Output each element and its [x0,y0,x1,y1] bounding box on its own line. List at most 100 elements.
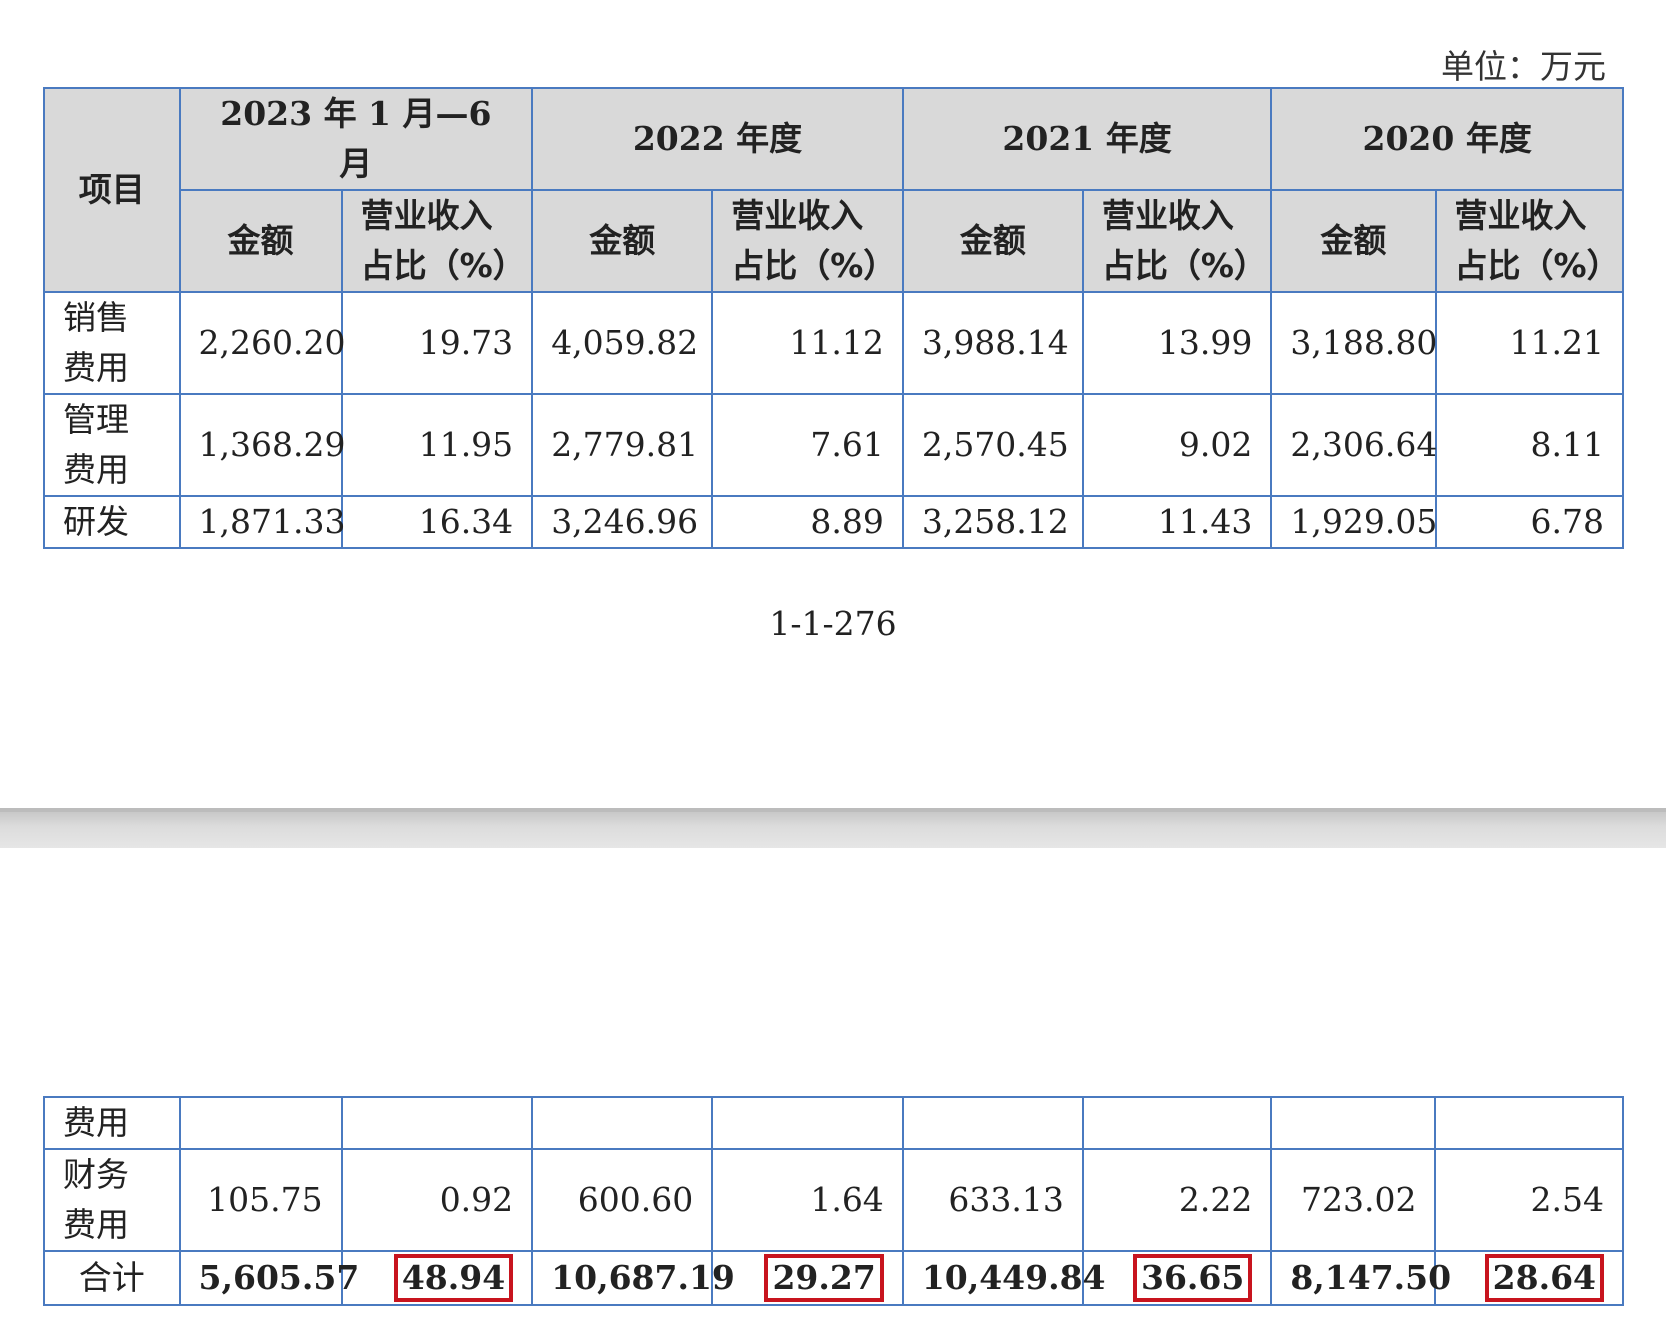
ratio-cell: 2.22 [1081,1148,1273,1252]
total-ratio-cell: 29.27 [711,1250,904,1306]
highlight-box: 29.27 [764,1254,884,1302]
highlight-box: 28.64 [1484,1254,1604,1302]
ratio-line1: 营业收入 [1101,196,1234,235]
header-subrow: 金额 营业收入占比（%） 金额 营业收入占比（%） 金额 营业收入占比（%） 金… [44,189,1624,293]
ratio-line2: 占比（%） [731,246,897,285]
ratio-cell: 8.11 [1434,393,1624,497]
ratio-cell: 8.89 [711,495,904,549]
amount-cell: 1,368.29 [178,393,346,497]
ratio-cell: 13.99 [1081,291,1273,395]
ratio-line2: 占比（%） [1101,246,1267,285]
table-row: 研发 1,871.33 16.34 3,246.96 8.89 3,258.12 11.43… [43,495,1624,549]
ratio-line2: 占比（%） [360,246,526,285]
total-label: 合计 [43,1250,181,1306]
row-label-line1: 财务 [63,1155,129,1194]
ratio-cell: 7.61 [711,393,904,497]
amount-cell: 1,871.33 [178,495,346,549]
amount-cell: 2,779.81 [531,393,714,497]
ratio-line2: 占比（%） [1454,246,1620,285]
row-label-line2: 费用 [63,1205,129,1244]
header-ratio: 营业收入占比（%） [711,189,904,293]
row-label: 销售 费用 [43,291,181,395]
amount-cell: 600.60 [531,1148,714,1252]
row-label-line1: 管理 [63,400,129,439]
ratio-cell: 11.21 [1434,291,1624,395]
table-row: 销售 费用 2,260.20 19.73 4,059.82 11.12 3,988.14 13… [43,291,1624,395]
page-break [0,812,1666,848]
row-label: 财务 费用 [43,1148,181,1252]
ratio-cell: 11.43 [1081,495,1273,549]
ratio-cell: 11.95 [340,393,534,497]
amount-cell: 633.13 [901,1148,1084,1252]
ratio-cell [1434,1096,1624,1150]
header-amount: 金额 [901,189,1084,293]
total-ratio-cell: 36.65 [1081,1250,1273,1306]
header-amount: 金额 [178,189,343,293]
ratio-line1: 营业收入 [360,196,493,235]
ratio-cell: 6.78 [1434,495,1624,549]
amount-cell: 2,260.20 [178,291,346,395]
amount-cell: 1,929.05 [1270,495,1437,549]
ratio-cell: 9.02 [1081,393,1273,497]
header-amount: 金额 [531,189,714,293]
table-row: 费用 [43,1096,1624,1150]
header-ratio: 营业收入占比（%） [340,189,534,293]
expense-table-part2: 费用 财务 费用 105.75 0.92 600.60 1.64 633.13 2.22 723.… [43,1096,1624,1306]
total-row: 合计 5,605.57 48.94 10,687.19 29.27 10,449.84 36… [43,1250,1624,1306]
row-label-line1: 销售 [63,298,129,337]
ratio-cell [340,1096,534,1150]
header-period-2020: 2020 年度 [1270,87,1624,191]
amount-cell: 723.02 [1270,1148,1437,1252]
row-label-line2: 费用 [63,348,129,387]
ratio-cell: 19.73 [340,291,534,395]
ratio-line1: 营业收入 [731,196,864,235]
ratio-cell: 2.54 [1434,1148,1624,1252]
amount-cell [178,1096,343,1150]
ratio-cell: 1.64 [711,1148,904,1252]
total-ratio-cell: 48.94 [340,1250,534,1306]
header-amount: 金额 [1270,189,1437,293]
row-label-line2: 费用 [63,450,129,489]
amount-cell: 3,988.14 [901,291,1084,395]
total-amount-cell: 10,449.84 [901,1250,1106,1306]
table-row: 管理 费用 1,368.29 11.95 2,779.81 7.61 2,570.45 9.0… [43,393,1624,497]
amount-cell [1270,1096,1437,1150]
amount-cell: 105.75 [178,1148,343,1252]
amount-cell: 2,570.45 [901,393,1084,497]
ratio-cell: 16.34 [340,495,534,549]
header-ratio: 营业收入占比（%） [1434,189,1624,293]
amount-cell [901,1096,1084,1150]
page-break-shadow [0,808,1666,814]
highlight-box: 48.94 [393,1254,514,1302]
row-label: 研发 [43,495,181,549]
page-number: 1-1-276 [769,604,897,643]
table-row: 财务 费用 105.75 0.92 600.60 1.64 633.13 2.22 723.02… [43,1148,1624,1252]
ratio-line1: 营业收入 [1454,196,1587,235]
ratio-cell: 11.12 [711,291,904,395]
amount-cell: 2,306.64 [1270,393,1437,497]
row-label: 费用 [43,1096,181,1150]
header-ratio: 营业收入占比（%） [1081,189,1273,293]
header-period-2022: 2022 年度 [531,87,904,191]
expense-table-part1: 项目 2023 年 1 月—6 月 2022 年度 2021 年度 2020 年… [43,87,1624,549]
amount-cell [531,1096,714,1150]
row-label-line1: 费用 [63,1103,129,1142]
header-period-2023h1: 2023 年 1 月—6 月 [178,87,534,191]
header-period-2021: 2021 年度 [901,87,1273,191]
ratio-cell: 0.92 [340,1148,534,1252]
header-item: 项目 [43,87,181,293]
row-label-line1: 研发 [63,502,129,541]
highlight-box: 36.65 [1133,1254,1253,1302]
total-amount-cell: 8,147.50 [1270,1250,1451,1306]
total-amount-cell: 10,687.19 [531,1250,735,1306]
row-label: 管理 费用 [43,393,181,497]
amount-cell: 4,059.82 [531,291,714,395]
unit-label: 单位：万元 [1441,47,1606,86]
ratio-cell [1081,1096,1273,1150]
total-amount-cell: 5,605.57 [178,1250,359,1306]
ratio-cell [711,1096,904,1150]
total-ratio-cell: 28.64 [1434,1250,1624,1306]
amount-cell: 3,188.80 [1270,291,1437,395]
amount-cell: 3,258.12 [901,495,1084,549]
amount-cell: 3,246.96 [531,495,714,549]
